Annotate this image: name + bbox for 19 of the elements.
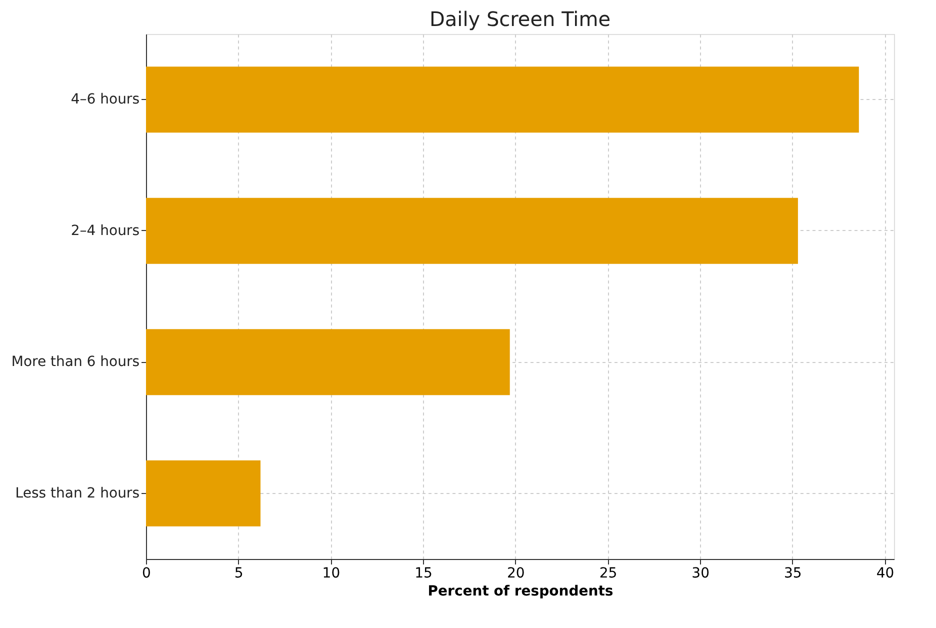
bar bbox=[146, 460, 261, 526]
x-axis-title: Percent of respondents bbox=[428, 584, 614, 600]
x-tick-label: 25 bbox=[599, 566, 618, 582]
x-tick-label: 5 bbox=[234, 566, 244, 582]
x-tick-label: 10 bbox=[322, 566, 340, 582]
x-tick-label: 40 bbox=[876, 566, 894, 582]
chart-title: Daily Screen Time bbox=[429, 7, 611, 31]
y-tick-label: 2–4 hours bbox=[70, 222, 140, 239]
y-tick-label: 4–6 hours bbox=[70, 92, 140, 108]
x-tick-label: 30 bbox=[692, 566, 710, 582]
x-tick-label: 20 bbox=[506, 566, 525, 582]
y-tick-label: Less than 2 hours bbox=[15, 485, 140, 502]
x-tick-label: 15 bbox=[414, 566, 432, 582]
x-tick-label: 35 bbox=[784, 566, 802, 582]
bar bbox=[146, 198, 798, 264]
y-tick-label: More than 6 hours bbox=[11, 354, 140, 370]
bar bbox=[146, 329, 510, 396]
x-tick-label: 0 bbox=[142, 566, 151, 582]
bar bbox=[146, 66, 859, 133]
